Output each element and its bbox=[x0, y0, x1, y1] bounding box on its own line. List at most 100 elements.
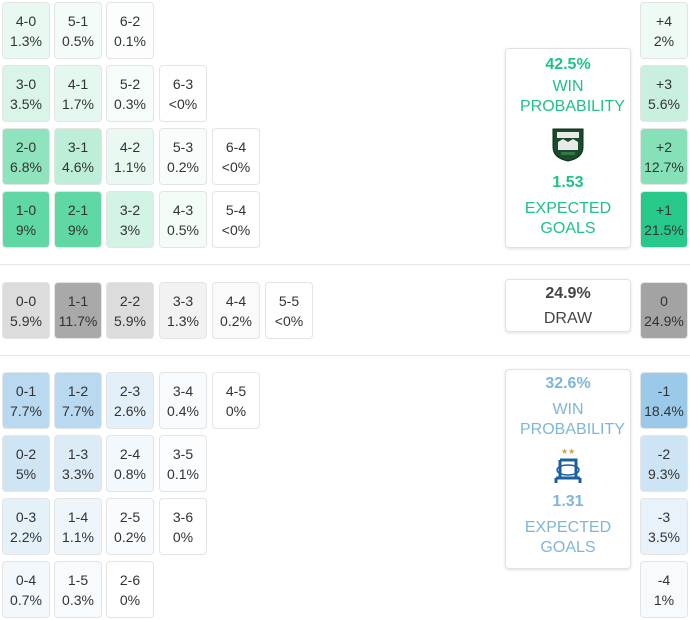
draw-label: DRAW bbox=[543, 310, 593, 327]
home-margin-cell: +3 5.6% bbox=[640, 65, 688, 122]
score-probability: 0.1% bbox=[114, 33, 146, 49]
margin-probability: 21.5% bbox=[644, 222, 684, 238]
score-label: 1-2 bbox=[67, 383, 89, 399]
score-label: 3-3 bbox=[172, 293, 194, 309]
score-probability: 1.1% bbox=[62, 529, 94, 545]
home-score-cell: 3-0 3.5% bbox=[2, 65, 50, 122]
score-probability: 1.3% bbox=[167, 313, 199, 329]
score-probability: <0% bbox=[168, 96, 198, 112]
score-probability: 0.5% bbox=[167, 222, 199, 238]
score-probability: 0.4% bbox=[167, 403, 199, 419]
score-label: 4-5 bbox=[225, 383, 247, 399]
score-label: 3-4 bbox=[172, 383, 194, 399]
score-label: 0-0 bbox=[15, 293, 37, 309]
score-label: 5-3 bbox=[172, 139, 194, 155]
score-probability: 9% bbox=[15, 222, 37, 238]
svg-text:★★: ★★ bbox=[561, 447, 575, 456]
score-probability: 3.3% bbox=[62, 466, 94, 482]
margin-label: -4 bbox=[657, 572, 671, 588]
score-label: 3-2 bbox=[119, 202, 141, 218]
score-probability: 3.5% bbox=[10, 96, 42, 112]
score-probability: 9% bbox=[67, 222, 89, 238]
draw-score-cell: 2-2 5.9% bbox=[106, 282, 154, 339]
score-label: 2-3 bbox=[119, 383, 141, 399]
home-win-panel: 42.5% WIN PROBABILITY 1.53 EXPECTED GOAL… bbox=[505, 48, 631, 248]
score-label: 3-6 bbox=[172, 509, 194, 525]
score-label: 0-2 bbox=[15, 446, 37, 462]
score-probability: 0% bbox=[119, 592, 141, 608]
draw-score-cell: 1-1 11.7% bbox=[54, 282, 102, 339]
margin-label: +2 bbox=[656, 139, 672, 155]
away-score-cell: 0-1 7.7% bbox=[2, 372, 50, 429]
away-margin-cell: -1 18.4% bbox=[640, 372, 688, 429]
score-probability: 0.3% bbox=[114, 96, 146, 112]
score-label: 0-3 bbox=[15, 509, 37, 525]
away-expected-goals: 1.31 bbox=[552, 493, 584, 510]
score-probability: 1.7% bbox=[62, 96, 94, 112]
margin-label: 0 bbox=[660, 293, 668, 309]
margin-probability: 5.6% bbox=[648, 96, 680, 112]
away-score-cell: 3-5 0.1% bbox=[159, 435, 207, 492]
score-probability: 0.8% bbox=[114, 466, 146, 482]
score-probability: <0% bbox=[221, 159, 251, 175]
score-label: 0-1 bbox=[15, 383, 37, 399]
away-score-cell: 2-3 2.6% bbox=[106, 372, 154, 429]
krasnodar-crest-icon bbox=[552, 128, 584, 162]
away-margin-cell: -3 3.5% bbox=[640, 498, 688, 555]
score-label: 3-1 bbox=[67, 139, 89, 155]
score-label: 6-2 bbox=[119, 13, 141, 29]
score-label: 2-1 bbox=[67, 202, 89, 218]
margin-label: -3 bbox=[657, 509, 671, 525]
score-label: 1-3 bbox=[67, 446, 89, 462]
score-probability: 7.7% bbox=[10, 403, 42, 419]
home-score-cell: 1-0 9% bbox=[2, 191, 50, 248]
score-label: 4-1 bbox=[67, 76, 89, 92]
score-label: 2-6 bbox=[119, 572, 141, 588]
score-label: 4-3 bbox=[172, 202, 194, 218]
score-label: 2-5 bbox=[119, 509, 141, 525]
home-score-cell: 2-0 6.8% bbox=[2, 128, 50, 185]
score-label: 2-4 bbox=[119, 446, 141, 462]
home-score-cell: 4-1 1.7% bbox=[54, 65, 102, 122]
score-probability: 0.2% bbox=[220, 313, 252, 329]
draw-score-cell: 3-3 1.3% bbox=[159, 282, 207, 339]
score-label: 0-4 bbox=[15, 572, 37, 588]
away-score-cell: 4-5 0% bbox=[212, 372, 260, 429]
score-probability: 0% bbox=[172, 529, 194, 545]
score-probability: 5.9% bbox=[114, 313, 146, 329]
away-score-cell: 2-5 0.2% bbox=[106, 498, 154, 555]
away-margin-cell: -4 1% bbox=[640, 561, 688, 618]
home-score-cell: 3-2 3% bbox=[106, 191, 154, 248]
away-score-cell: 0-4 0.7% bbox=[2, 561, 50, 618]
draw-margin-cell: 0 24.9% bbox=[640, 282, 688, 339]
score-probability: 4.6% bbox=[62, 159, 94, 175]
score-label: 1-0 bbox=[15, 202, 37, 218]
score-label: 4-0 bbox=[15, 13, 37, 29]
section-divider bbox=[0, 355, 690, 356]
away-score-cell: 3-4 0.4% bbox=[159, 372, 207, 429]
home-score-cell: 6-2 0.1% bbox=[106, 2, 154, 59]
away-score-cell: 2-4 0.8% bbox=[106, 435, 154, 492]
home-score-cell: 2-1 9% bbox=[54, 191, 102, 248]
away-score-cell: 1-3 3.3% bbox=[54, 435, 102, 492]
margin-label: -1 bbox=[657, 383, 671, 399]
away-win-probability: 32.6% bbox=[545, 375, 591, 392]
score-probability: 5.9% bbox=[10, 313, 42, 329]
score-label: 5-4 bbox=[225, 202, 247, 218]
home-score-cell: 5-3 0.2% bbox=[159, 128, 207, 185]
away-score-cell: 1-2 7.7% bbox=[54, 372, 102, 429]
draw-panel: 24.9% DRAW bbox=[505, 279, 631, 332]
home-score-cell: 5-4 <0% bbox=[212, 191, 260, 248]
home-score-cell: 5-2 0.3% bbox=[106, 65, 154, 122]
home-score-cell: 5-1 0.5% bbox=[54, 2, 102, 59]
home-margin-cell: +2 12.7% bbox=[640, 128, 688, 185]
home-score-cell: 6-3 <0% bbox=[159, 65, 207, 122]
home-win-label: WIN PROBABILITY bbox=[520, 78, 625, 115]
away-score-cell: 0-3 2.2% bbox=[2, 498, 50, 555]
score-label: 3-5 bbox=[172, 446, 194, 462]
score-label: 5-2 bbox=[119, 76, 141, 92]
draw-score-cell: 5-5 <0% bbox=[265, 282, 313, 339]
margin-probability: 2% bbox=[653, 33, 675, 49]
away-score-cell: 2-6 0% bbox=[106, 561, 154, 618]
margin-probability: 1% bbox=[653, 592, 675, 608]
